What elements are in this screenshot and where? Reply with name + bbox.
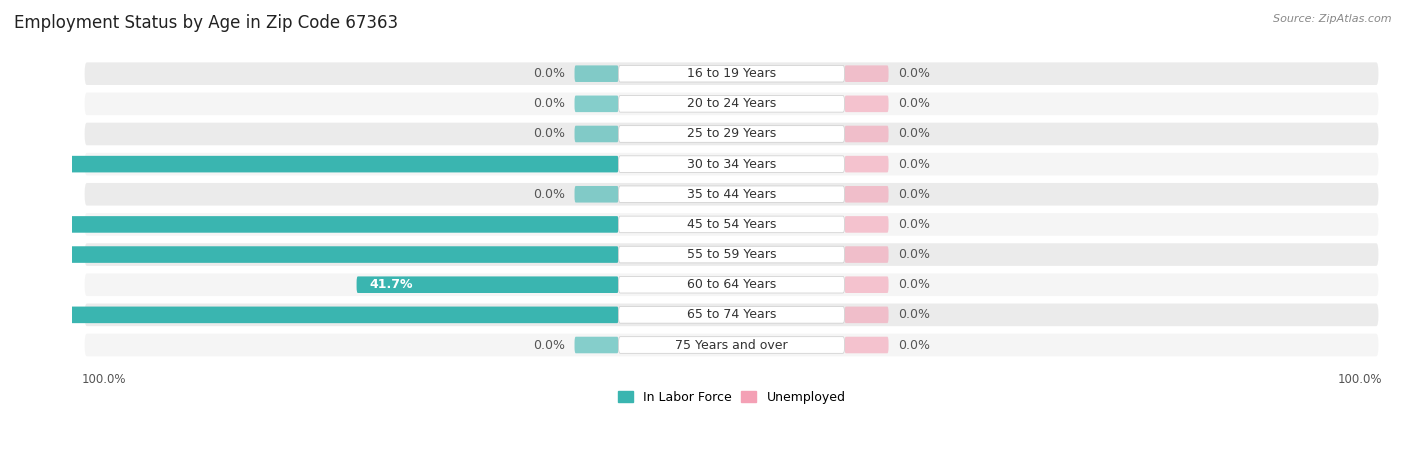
- Text: 0.0%: 0.0%: [898, 97, 929, 110]
- FancyBboxPatch shape: [575, 186, 619, 202]
- FancyBboxPatch shape: [619, 126, 845, 142]
- Text: 0.0%: 0.0%: [533, 67, 565, 80]
- FancyBboxPatch shape: [575, 126, 619, 142]
- Text: 0.0%: 0.0%: [898, 278, 929, 291]
- Text: 100.0%: 100.0%: [3, 248, 55, 261]
- Text: 45 to 54 Years: 45 to 54 Years: [688, 218, 776, 231]
- FancyBboxPatch shape: [845, 186, 889, 202]
- FancyBboxPatch shape: [619, 337, 845, 353]
- Text: 16 to 19 Years: 16 to 19 Years: [688, 67, 776, 80]
- Text: 0.0%: 0.0%: [898, 339, 929, 351]
- FancyBboxPatch shape: [84, 183, 1378, 206]
- FancyBboxPatch shape: [619, 276, 845, 293]
- FancyBboxPatch shape: [0, 156, 619, 172]
- Text: 0.0%: 0.0%: [898, 218, 929, 231]
- Text: 0.0%: 0.0%: [533, 97, 565, 110]
- Text: 0.0%: 0.0%: [898, 67, 929, 80]
- Text: 0.0%: 0.0%: [898, 128, 929, 140]
- FancyBboxPatch shape: [84, 92, 1378, 115]
- FancyBboxPatch shape: [84, 123, 1378, 145]
- FancyBboxPatch shape: [845, 216, 889, 233]
- FancyBboxPatch shape: [84, 304, 1378, 326]
- Text: 0.0%: 0.0%: [898, 248, 929, 261]
- FancyBboxPatch shape: [84, 273, 1378, 296]
- FancyBboxPatch shape: [619, 156, 845, 172]
- FancyBboxPatch shape: [84, 153, 1378, 175]
- Text: Source: ZipAtlas.com: Source: ZipAtlas.com: [1274, 14, 1392, 23]
- Text: 0.0%: 0.0%: [533, 128, 565, 140]
- FancyBboxPatch shape: [0, 216, 619, 233]
- Text: 20 to 24 Years: 20 to 24 Years: [688, 97, 776, 110]
- Text: 0.0%: 0.0%: [533, 188, 565, 201]
- FancyBboxPatch shape: [619, 186, 845, 202]
- FancyBboxPatch shape: [845, 276, 889, 293]
- Text: 0.0%: 0.0%: [533, 339, 565, 351]
- FancyBboxPatch shape: [84, 243, 1378, 266]
- FancyBboxPatch shape: [619, 65, 845, 82]
- FancyBboxPatch shape: [619, 216, 845, 233]
- Text: 35 to 44 Years: 35 to 44 Years: [688, 188, 776, 201]
- FancyBboxPatch shape: [357, 276, 619, 293]
- Text: Employment Status by Age in Zip Code 67363: Employment Status by Age in Zip Code 673…: [14, 14, 398, 32]
- FancyBboxPatch shape: [845, 126, 889, 142]
- FancyBboxPatch shape: [845, 65, 889, 82]
- Text: 65 to 74 Years: 65 to 74 Years: [688, 308, 776, 322]
- Legend: In Labor Force, Unemployed: In Labor Force, Unemployed: [613, 386, 851, 409]
- FancyBboxPatch shape: [84, 62, 1378, 85]
- Text: 0.0%: 0.0%: [898, 308, 929, 322]
- FancyBboxPatch shape: [575, 337, 619, 353]
- Text: 100.0%: 100.0%: [3, 308, 55, 322]
- Text: 75 Years and over: 75 Years and over: [675, 339, 787, 351]
- Text: 100.0%: 100.0%: [3, 158, 55, 170]
- FancyBboxPatch shape: [619, 96, 845, 112]
- FancyBboxPatch shape: [845, 246, 889, 263]
- FancyBboxPatch shape: [575, 65, 619, 82]
- FancyBboxPatch shape: [0, 307, 619, 323]
- FancyBboxPatch shape: [845, 96, 889, 112]
- FancyBboxPatch shape: [0, 246, 619, 263]
- FancyBboxPatch shape: [845, 307, 889, 323]
- FancyBboxPatch shape: [84, 334, 1378, 356]
- FancyBboxPatch shape: [84, 213, 1378, 236]
- FancyBboxPatch shape: [845, 156, 889, 172]
- Text: 25 to 29 Years: 25 to 29 Years: [688, 128, 776, 140]
- FancyBboxPatch shape: [619, 246, 845, 263]
- Text: 0.0%: 0.0%: [898, 188, 929, 201]
- FancyBboxPatch shape: [619, 307, 845, 323]
- FancyBboxPatch shape: [575, 96, 619, 112]
- Text: 100.0%: 100.0%: [3, 218, 55, 231]
- Text: 60 to 64 Years: 60 to 64 Years: [688, 278, 776, 291]
- Text: 41.7%: 41.7%: [370, 278, 412, 291]
- Text: 55 to 59 Years: 55 to 59 Years: [686, 248, 776, 261]
- Text: 30 to 34 Years: 30 to 34 Years: [688, 158, 776, 170]
- Text: 0.0%: 0.0%: [898, 158, 929, 170]
- FancyBboxPatch shape: [845, 337, 889, 353]
